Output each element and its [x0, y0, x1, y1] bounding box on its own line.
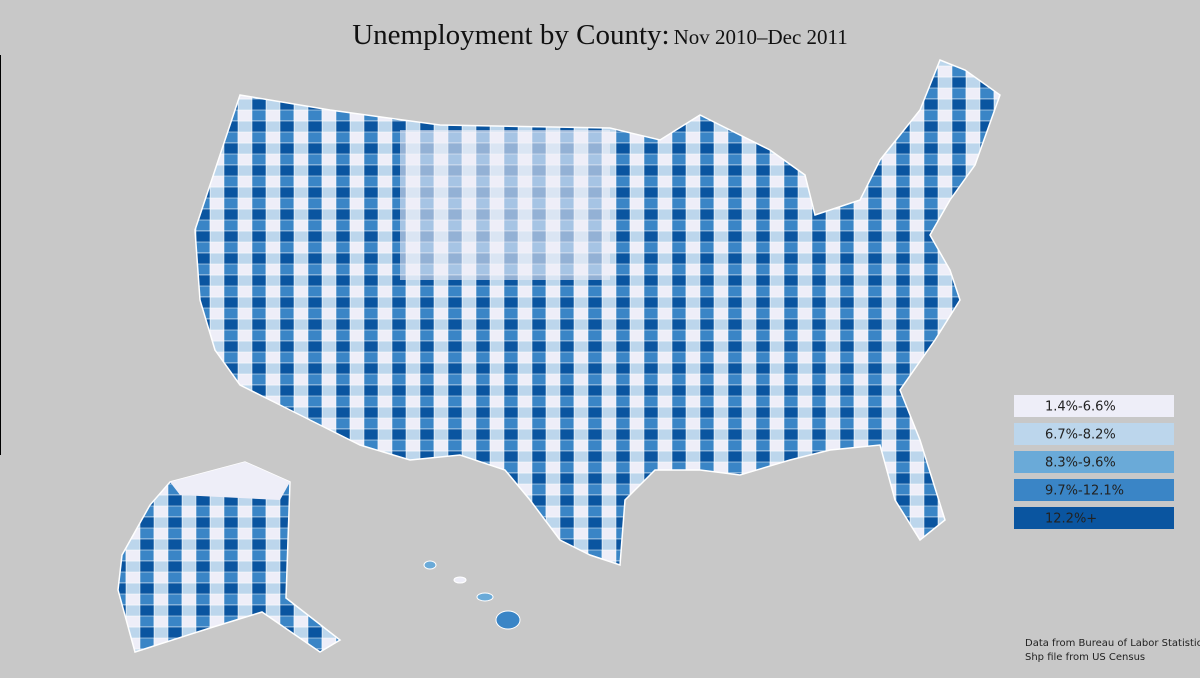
- map: [117, 59, 1001, 653]
- legend-swatch: [1014, 423, 1174, 445]
- hawaii: [495, 610, 521, 630]
- hawaii: [476, 592, 494, 602]
- legend-label: 9.7%-12.1%: [1045, 484, 1124, 499]
- legend-label: 8.3%-9.6%: [1045, 456, 1116, 471]
- title: Unemployment by County: Nov 2010–Dec 201…: [352, 19, 848, 51]
- legend-label: 12.2%+: [1045, 512, 1097, 527]
- plains-region: [400, 130, 610, 280]
- legend-swatch: [1014, 479, 1174, 501]
- alaska-north: [170, 462, 290, 500]
- source-note: Shp file from US Census: [1025, 652, 1145, 663]
- legend: 1.4%-6.6% 6.7%-8.2% 8.3%-9.6% 9.7%-12.1% 12.…: [1014, 395, 1174, 529]
- hawaii: [423, 560, 437, 570]
- title-sub: Nov 2010–Dec 2011: [674, 25, 848, 49]
- legend-swatch: [1014, 395, 1174, 417]
- source-note: Data from Bureau of Labor Statistics: [1025, 638, 1200, 649]
- title-main: Unemployment by County:: [352, 19, 669, 51]
- legend-label: 1.4%-6.6%: [1045, 400, 1116, 415]
- contiguous-us: [194, 59, 1001, 567]
- legend-swatch: [1014, 451, 1174, 473]
- legend-swatch: [1014, 507, 1174, 529]
- hawaii: [453, 576, 467, 584]
- legend-label: 6.7%-8.2%: [1045, 428, 1116, 443]
